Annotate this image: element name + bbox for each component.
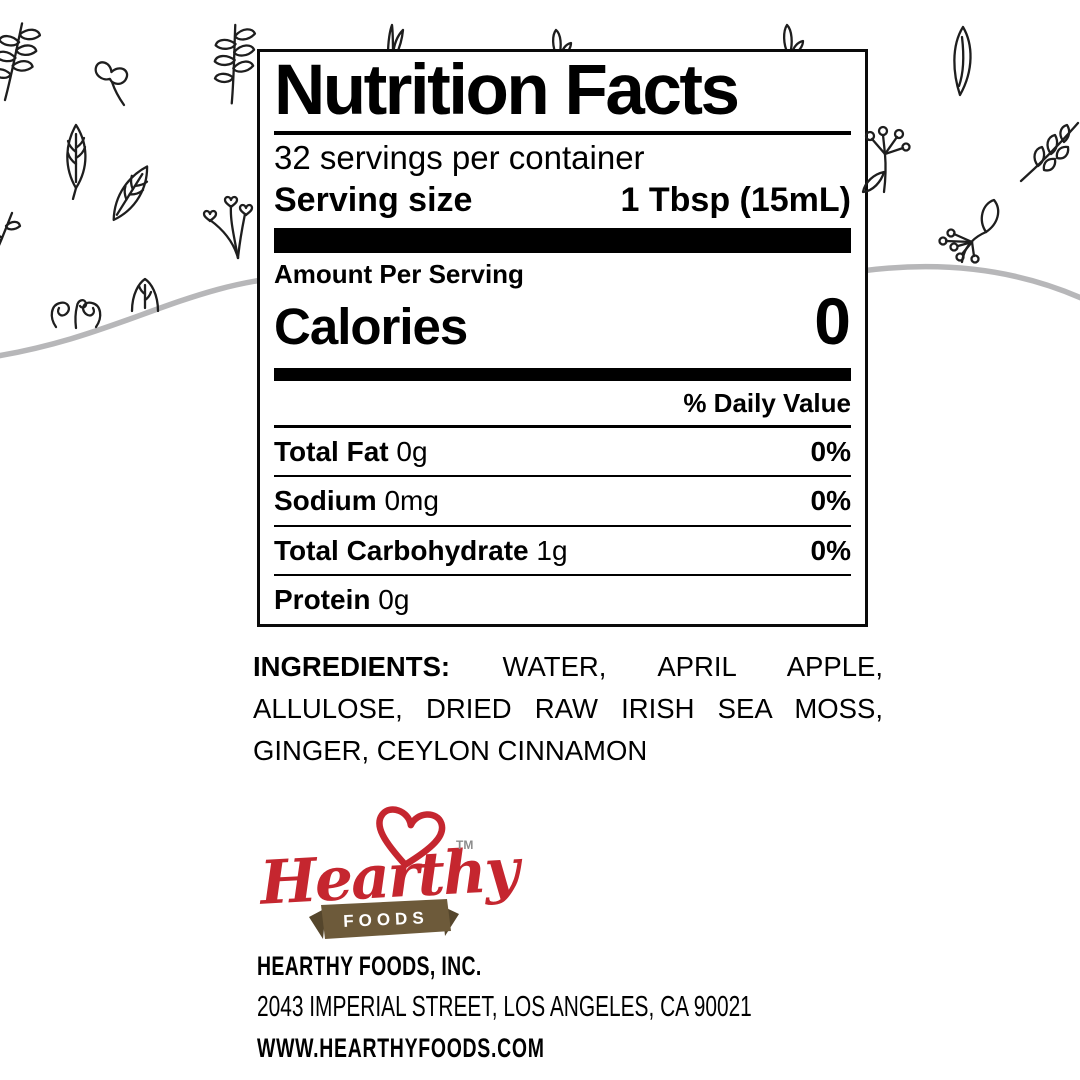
nutrient-amount: 0mg	[384, 485, 439, 517]
nutrient-amount: 0g	[378, 584, 410, 616]
crescent-leaf-icon	[953, 25, 972, 97]
fern-branch-icon	[213, 23, 257, 105]
nutrient-name: Total Fat	[274, 435, 389, 467]
serving-size-label: Serving size	[274, 181, 473, 220]
medium-divider-bar	[274, 367, 851, 381]
leaf-icon	[112, 165, 149, 222]
foods-ribbon-banner: FOODS	[309, 899, 459, 939]
servings-per-container: 32 servings per container	[274, 138, 645, 176]
calories-value: 0	[814, 284, 851, 359]
nutrient-name: Protein	[274, 584, 371, 616]
nutrient-dv: 0%	[810, 534, 851, 566]
amount-per-serving-label: Amount Per Serving	[274, 258, 524, 289]
nutrient-row-sodium: Sodium 0mg 0%	[274, 477, 851, 527]
calories-row: Calories 0	[274, 288, 851, 358]
nutrient-dv: 0%	[810, 435, 851, 467]
foods-label: FOODS	[343, 908, 429, 931]
nutrient-row-protein: Protein 0g	[274, 576, 851, 624]
heart-flowers-icon	[202, 195, 254, 260]
heart-icon	[376, 806, 446, 868]
leafy-sprig-icon	[1019, 121, 1080, 183]
bud-flower-icon	[861, 125, 911, 194]
nutrient-amount: 1g	[536, 534, 568, 566]
serving-size-value: 1 Tbsp (15mL)	[620, 181, 851, 220]
ingredients-block: INGREDIENTS: WATER, APRIL APPLE, ALLULOS…	[253, 646, 883, 772]
company-info-block: HEARTHY FOODS, INC. 2043 IMPERIAL STREET…	[257, 951, 944, 1073]
sprout-icon	[130, 277, 160, 313]
trademark-symbol: TM	[456, 838, 474, 852]
company-address: 2043 IMPERIAL STREET, LOS ANGELES, CA 90…	[257, 991, 752, 1023]
berry-sprig-icon	[938, 198, 1000, 264]
ingredients-line: GINGER, CEYLON CINNAMON	[253, 735, 648, 766]
serving-size-row: Serving size 1 Tbsp (15mL)	[274, 179, 851, 222]
nutrition-facts-title: Nutrition Facts	[274, 51, 740, 130]
swirl-grass-icon	[50, 299, 102, 330]
company-website: WWW.HEARTHYFOODS.COM	[257, 1033, 545, 1063]
fern-branch-icon	[0, 22, 42, 102]
nutrient-dv: 0%	[810, 485, 851, 517]
nutrient-amount: 0g	[396, 435, 428, 467]
ingredients-line: ALLULOSE, DRIED RAW IRISH SEA MOSS,	[253, 693, 883, 724]
daily-value-header: % Daily Value	[274, 381, 851, 428]
twig-icon	[0, 211, 22, 246]
ingredients-label: INGREDIENTS:	[253, 651, 451, 682]
company-name: HEARTHY FOODS, INC.	[257, 951, 482, 981]
leaf-icon	[66, 123, 87, 200]
calories-label: Calories	[274, 298, 468, 356]
nutrient-row-total-carbohydrate: Total Carbohydrate 1g 0%	[274, 527, 851, 577]
title-divider	[274, 130, 851, 135]
heart-stem-icon	[94, 61, 129, 107]
nutrient-name: Sodium	[274, 485, 377, 517]
thick-divider-bar	[274, 227, 851, 253]
nutrition-facts-panel: Nutrition Facts 32 servings per containe…	[257, 49, 868, 627]
ingredients-line: INGREDIENTS: WATER, APRIL APPLE,	[253, 646, 883, 688]
nutrient-row-total-fat: Total Fat 0g 0%	[274, 428, 851, 478]
nutrient-name: Total Carbohydrate	[274, 534, 529, 566]
hearthy-foods-logo: Hearthy TM FOODS	[258, 806, 519, 952]
ingredients-text: WATER, APRIL APPLE,	[502, 651, 883, 682]
